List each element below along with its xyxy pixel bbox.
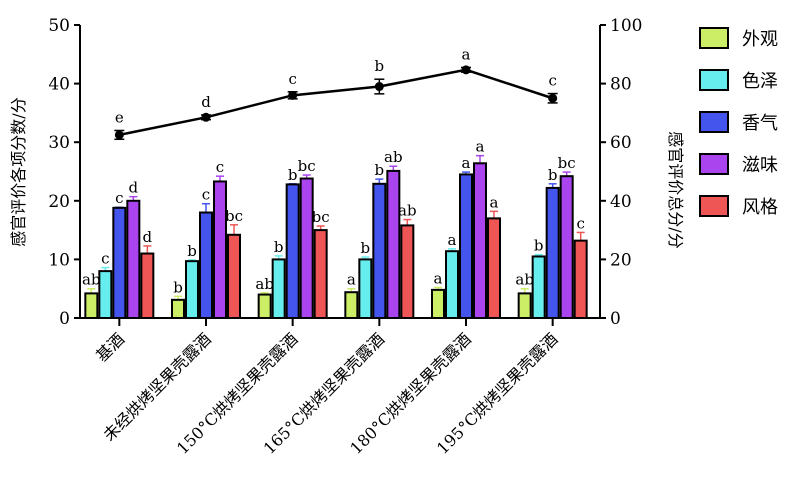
significance-label: b — [274, 238, 284, 256]
significance-label: c — [216, 158, 224, 176]
significance-label: bc — [225, 207, 243, 225]
line-significance-label: c — [548, 72, 556, 90]
total-score-line — [119, 68, 554, 137]
significance-label: bc — [312, 208, 330, 226]
y2-axis-label: 感官评价总分/分 — [666, 131, 685, 248]
bar-色泽 — [98, 270, 113, 319]
y2-tick-label: 0 — [610, 309, 621, 329]
bar-滋味 — [213, 180, 227, 319]
bar-外观 — [171, 298, 185, 320]
legend-swatch — [699, 195, 729, 217]
legend-label: 滋味 — [742, 155, 778, 176]
y-tick-label: 50 — [48, 16, 70, 36]
legend-label: 风格 — [742, 197, 778, 218]
bar-色泽 — [358, 258, 373, 319]
significance-label: a — [434, 270, 443, 288]
line-point — [548, 93, 558, 103]
significance-label: c — [101, 250, 109, 268]
significance-label: b — [548, 166, 558, 184]
significance-label: b — [375, 161, 385, 179]
bar-香气 — [459, 173, 473, 319]
significance-label: ab — [255, 275, 274, 293]
significance-label: bc — [298, 157, 316, 175]
significance-label: b — [534, 237, 544, 255]
bar-外观 — [517, 292, 532, 319]
legend-swatch — [699, 27, 729, 49]
line-significance-label: d — [201, 93, 211, 111]
x-tick-label: 基酒 — [92, 329, 128, 365]
bar-色泽 — [271, 258, 286, 319]
significance-label: a — [448, 231, 457, 249]
significance-label: ab — [82, 271, 101, 289]
legend-label: 色泽 — [742, 71, 778, 92]
bar-滋味 — [559, 175, 574, 319]
significance-label: d — [143, 228, 153, 246]
significance-label: ab — [398, 202, 417, 220]
bar-滋味 — [473, 162, 487, 319]
significance-label: c — [576, 214, 584, 232]
bar-滋味 — [299, 177, 314, 319]
significance-label: ab — [515, 271, 534, 289]
significance-label: c — [115, 189, 123, 207]
line-significance-label: e — [115, 108, 124, 126]
y2-tick-label: 40 — [610, 192, 632, 212]
bar-香气 — [285, 183, 300, 319]
y-tick-label: 20 — [48, 192, 70, 212]
bar-风格 — [400, 224, 415, 319]
bar-外观 — [344, 291, 359, 320]
line-point — [288, 90, 298, 100]
bar-色泽 — [185, 260, 199, 319]
bar-滋味 — [386, 169, 401, 319]
bar-风格 — [227, 233, 241, 319]
bar-风格 — [313, 229, 328, 320]
line-point — [461, 65, 471, 75]
y-tick-label: 0 — [59, 309, 70, 329]
significance-label: b — [361, 239, 371, 257]
y2-tick-label: 60 — [610, 133, 632, 153]
legend-label: 外观 — [742, 29, 778, 50]
legend-swatch — [699, 111, 729, 133]
line-significance-label: b — [375, 57, 385, 75]
y2-tick-label: 100 — [610, 16, 642, 36]
bar-滋味 — [126, 199, 141, 319]
y-tick-label: 10 — [48, 250, 70, 270]
line-point — [374, 82, 384, 92]
legend-label: 香气 — [742, 113, 778, 134]
line-point — [201, 112, 211, 122]
significance-label: a — [476, 138, 485, 156]
bar-香气 — [199, 211, 213, 320]
bar-色泽 — [531, 255, 546, 319]
bar-外观 — [84, 292, 99, 319]
significance-label: d — [129, 179, 139, 197]
y2-tick-label: 20 — [610, 250, 632, 270]
y2-tick-label: 80 — [610, 75, 632, 95]
y-tick-label: 40 — [48, 75, 70, 95]
significance-label: bc — [558, 154, 576, 172]
bar-香气 — [545, 186, 560, 319]
significance-label: b — [187, 242, 197, 260]
bar-香气 — [372, 182, 387, 319]
significance-label: a — [347, 271, 356, 289]
legend-swatch — [699, 69, 729, 91]
bar-香气 — [112, 206, 127, 319]
y-axis-label: 感官评价各项分数/分 — [9, 97, 28, 246]
line-significance-label: a — [462, 45, 471, 63]
significance-label: ab — [384, 148, 403, 166]
y-tick-label: 30 — [48, 133, 70, 153]
bar-色泽 — [445, 250, 459, 319]
bar-风格 — [487, 217, 501, 320]
significance-label: b — [288, 166, 298, 184]
bar-外观 — [257, 293, 272, 319]
significance-label: a — [490, 193, 499, 211]
line-significance-label: c — [288, 70, 296, 88]
line-point — [114, 130, 124, 140]
bar-风格 — [140, 252, 155, 319]
legend-swatch — [699, 153, 729, 175]
bar-风格 — [573, 239, 588, 319]
significance-label: a — [462, 154, 471, 172]
significance-label: b — [173, 278, 183, 296]
significance-label: c — [202, 186, 210, 204]
bar-外观 — [431, 288, 445, 320]
